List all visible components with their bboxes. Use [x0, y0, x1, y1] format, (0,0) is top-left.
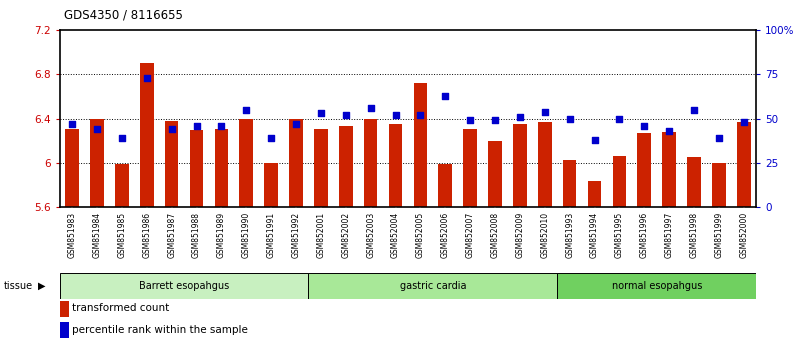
- Bar: [638, 133, 651, 207]
- Text: GSM851994: GSM851994: [590, 212, 599, 258]
- Bar: [308, 273, 557, 299]
- Text: GSM851984: GSM851984: [92, 212, 102, 258]
- Point: [66, 121, 79, 127]
- Text: GSM851990: GSM851990: [242, 212, 251, 258]
- Text: GSM851983: GSM851983: [68, 212, 76, 258]
- Point: [140, 75, 153, 81]
- Point: [389, 112, 402, 118]
- Text: GSM852006: GSM852006: [441, 212, 450, 258]
- Bar: [587, 181, 601, 207]
- Text: GSM851998: GSM851998: [689, 212, 699, 258]
- Text: GSM851992: GSM851992: [291, 212, 301, 258]
- Bar: [563, 160, 576, 207]
- Bar: [388, 124, 402, 207]
- Bar: [513, 124, 527, 207]
- Point: [240, 107, 252, 113]
- Text: GSM852008: GSM852008: [490, 212, 500, 258]
- Bar: [314, 129, 328, 207]
- Text: tissue: tissue: [4, 281, 33, 291]
- Bar: [189, 130, 203, 207]
- Text: GSM852005: GSM852005: [416, 212, 425, 258]
- Point: [91, 126, 103, 132]
- Text: GSM852007: GSM852007: [466, 212, 474, 258]
- Point: [513, 114, 526, 120]
- Bar: [712, 163, 726, 207]
- Point: [215, 123, 228, 129]
- Point: [290, 121, 302, 127]
- Text: GSM852001: GSM852001: [316, 212, 326, 258]
- Bar: [687, 157, 700, 207]
- Point: [464, 118, 477, 123]
- Point: [314, 110, 327, 116]
- Text: GSM851993: GSM851993: [565, 212, 574, 258]
- Text: GSM851987: GSM851987: [167, 212, 176, 258]
- Bar: [65, 129, 79, 207]
- Bar: [90, 119, 103, 207]
- Point: [365, 105, 377, 111]
- Point: [489, 118, 501, 123]
- Text: GSM851991: GSM851991: [267, 212, 275, 258]
- Bar: [215, 129, 228, 207]
- Text: GSM851997: GSM851997: [665, 212, 673, 258]
- Point: [414, 112, 427, 118]
- Bar: [538, 122, 552, 207]
- Bar: [264, 163, 278, 207]
- Bar: [60, 273, 308, 299]
- Point: [638, 123, 650, 129]
- Text: GDS4350 / 8116655: GDS4350 / 8116655: [64, 9, 182, 22]
- Text: gastric cardia: gastric cardia: [400, 281, 466, 291]
- Point: [688, 107, 700, 113]
- Bar: [165, 121, 178, 207]
- Text: GSM852009: GSM852009: [515, 212, 525, 258]
- Text: ▶: ▶: [38, 281, 45, 291]
- Point: [115, 135, 128, 141]
- Text: GSM851999: GSM851999: [714, 212, 724, 258]
- Text: GSM851989: GSM851989: [217, 212, 226, 258]
- Point: [265, 135, 278, 141]
- Text: GSM852000: GSM852000: [739, 212, 748, 258]
- Bar: [115, 164, 129, 207]
- Bar: [339, 126, 353, 207]
- Point: [712, 135, 725, 141]
- Point: [538, 109, 551, 114]
- Bar: [662, 132, 676, 207]
- Text: Barrett esopahgus: Barrett esopahgus: [139, 281, 229, 291]
- Point: [166, 126, 178, 132]
- Point: [737, 119, 750, 125]
- Bar: [364, 119, 377, 207]
- Text: GSM851988: GSM851988: [192, 212, 201, 258]
- Point: [663, 128, 676, 134]
- Text: GSM852004: GSM852004: [391, 212, 400, 258]
- Bar: [463, 129, 477, 207]
- Bar: [289, 119, 302, 207]
- Text: percentile rank within the sample: percentile rank within the sample: [72, 325, 248, 335]
- Bar: [240, 119, 253, 207]
- Text: GSM852002: GSM852002: [341, 212, 350, 258]
- Text: transformed count: transformed count: [72, 303, 170, 313]
- Text: GSM851996: GSM851996: [640, 212, 649, 258]
- Point: [564, 116, 576, 121]
- Text: GSM852003: GSM852003: [366, 212, 375, 258]
- Bar: [737, 122, 751, 207]
- Bar: [613, 156, 626, 207]
- Text: normal esopahgus: normal esopahgus: [611, 281, 702, 291]
- Text: GSM851995: GSM851995: [615, 212, 624, 258]
- Text: GSM851985: GSM851985: [117, 212, 127, 258]
- Bar: [414, 83, 427, 207]
- Bar: [140, 63, 154, 207]
- Point: [339, 112, 352, 118]
- Point: [613, 116, 626, 121]
- Point: [190, 123, 203, 129]
- Text: GSM852010: GSM852010: [540, 212, 549, 258]
- Text: GSM851986: GSM851986: [142, 212, 151, 258]
- Point: [439, 93, 451, 98]
- Bar: [557, 273, 756, 299]
- Point: [588, 137, 601, 143]
- Bar: [488, 141, 501, 207]
- Bar: [439, 164, 452, 207]
